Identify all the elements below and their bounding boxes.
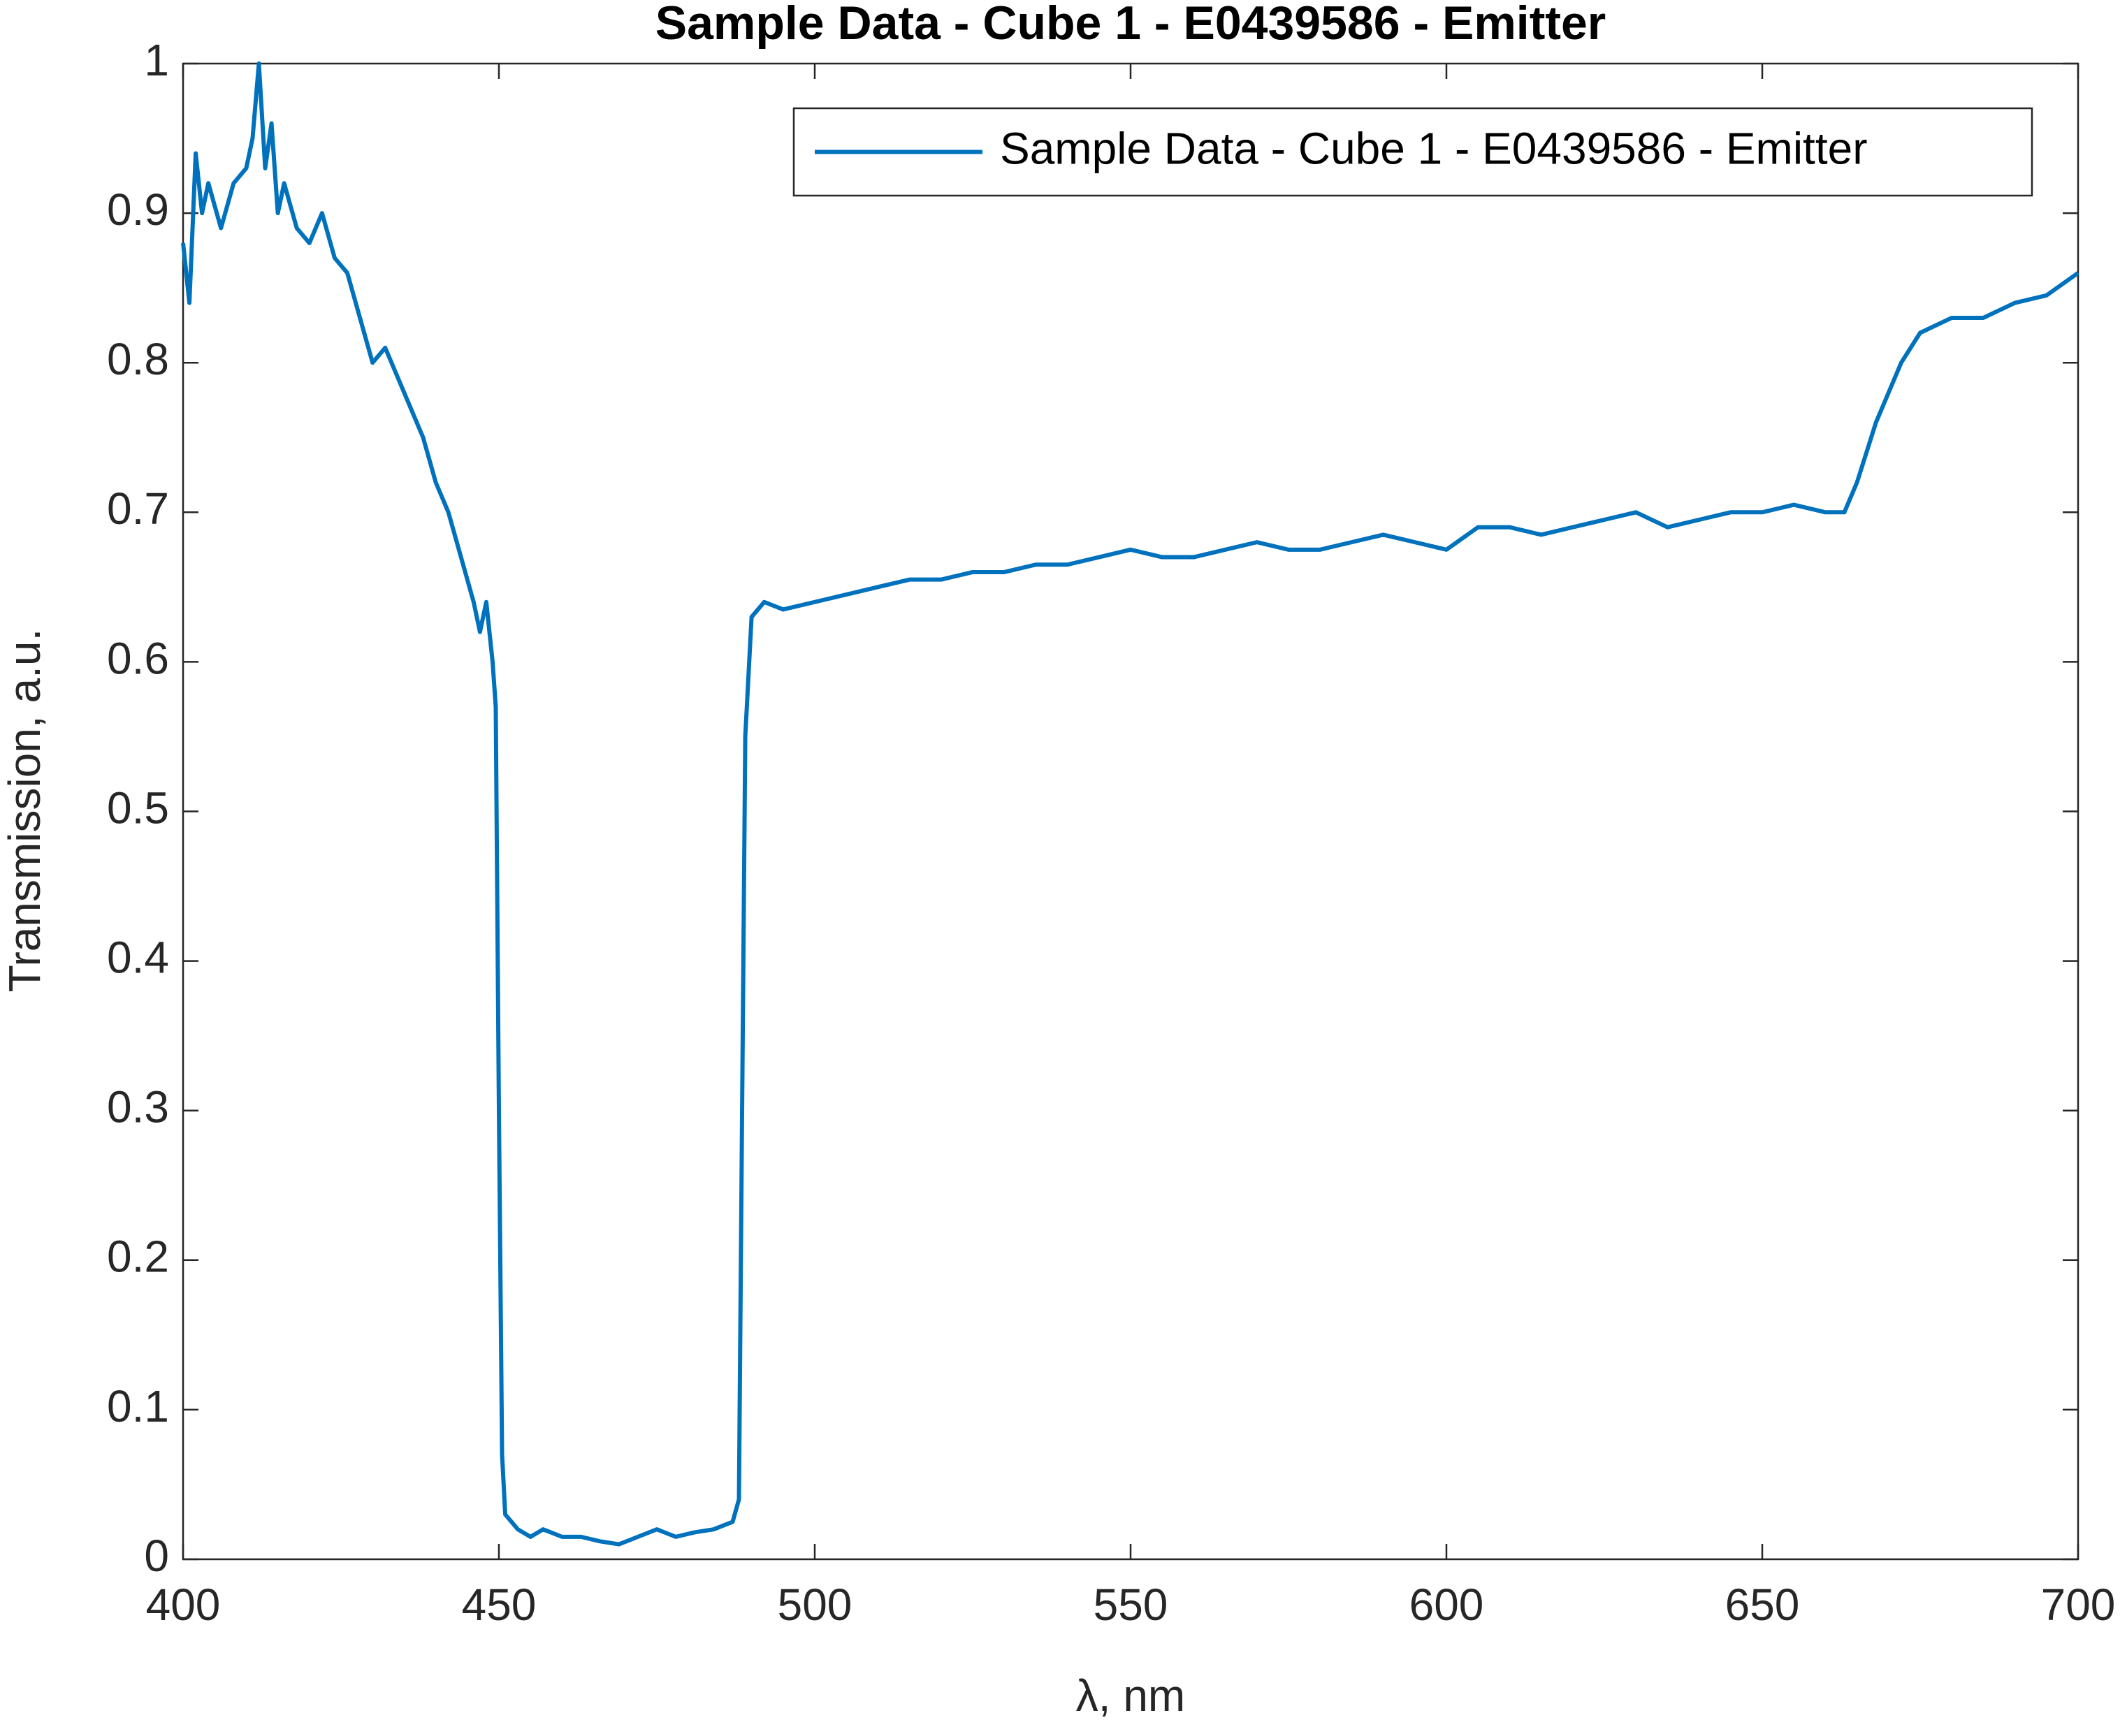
y-tick-label: 0.2: [107, 1232, 169, 1282]
y-tick-label: 0: [144, 1531, 169, 1581]
x-tick-label: 500: [778, 1580, 852, 1630]
y-tick-label: 0.5: [107, 782, 169, 833]
x-tick-label: 700: [2041, 1580, 2116, 1630]
x-axis-label: λ, nm: [1076, 1670, 1185, 1721]
plot-area: [182, 62, 2079, 1561]
y-tick-label: 1: [144, 35, 169, 85]
x-tick-label: 450: [462, 1580, 537, 1630]
legend-box: [792, 107, 2033, 197]
y-tick-label: 0.1: [107, 1381, 169, 1431]
y-tick-label: 0.8: [107, 334, 169, 384]
y-tick-label: 0.4: [107, 933, 169, 983]
chart-title: Sample Data - Cube 1 - E0439586 - Emitte…: [655, 0, 1606, 50]
y-tick-label: 0.7: [107, 483, 169, 534]
y-tick-label: 0.6: [107, 633, 169, 683]
y-tick-label: 0.3: [107, 1082, 169, 1132]
x-tick-label: 600: [1409, 1580, 1484, 1630]
y-tick-label: 0.9: [107, 184, 169, 235]
x-tick-label: 400: [146, 1580, 221, 1630]
data-line: [181, 61, 2079, 1547]
x-tick-label: 650: [1725, 1580, 1800, 1630]
y-axis-label: Transmission, a.u.: [0, 629, 50, 992]
x-tick-label: 550: [1094, 1580, 1168, 1630]
legend-label: Sample Data - Cube 1 - E0439586 - Emitte…: [1000, 123, 1868, 173]
